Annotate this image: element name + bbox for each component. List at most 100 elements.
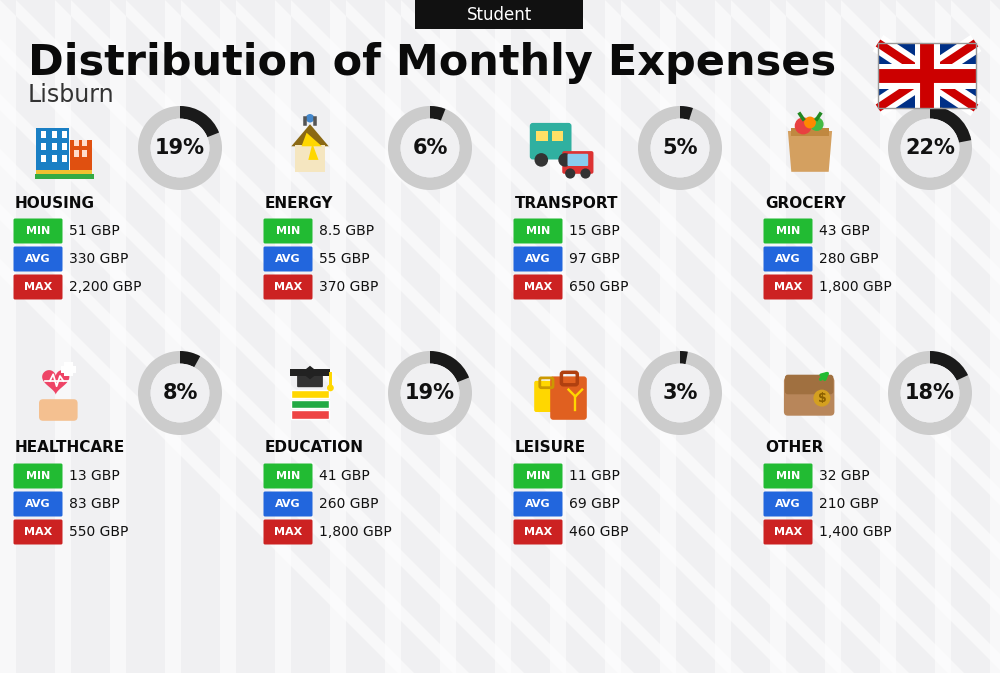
Circle shape [151, 363, 209, 423]
Circle shape [151, 118, 209, 178]
Text: MAX: MAX [524, 527, 552, 537]
FancyBboxPatch shape [14, 464, 62, 489]
Text: 370 GBP: 370 GBP [319, 280, 378, 294]
Bar [536, 131, 548, 141]
Text: MAX: MAX [274, 282, 302, 292]
FancyBboxPatch shape [785, 375, 833, 394]
Circle shape [795, 117, 812, 135]
Text: Student: Student [466, 5, 532, 24]
Text: MIN: MIN [776, 471, 800, 481]
Text: 1,800 GBP: 1,800 GBP [819, 280, 892, 294]
Text: 83 GBP: 83 GBP [69, 497, 120, 511]
Wedge shape [680, 351, 688, 364]
Text: 8.5 GBP: 8.5 GBP [319, 224, 374, 238]
FancyBboxPatch shape [291, 400, 329, 409]
Text: AVG: AVG [525, 499, 551, 509]
Text: 11 GBP: 11 GBP [569, 469, 620, 483]
FancyBboxPatch shape [297, 374, 323, 387]
Text: MAX: MAX [24, 282, 52, 292]
Text: 3%: 3% [662, 383, 698, 403]
Circle shape [651, 363, 709, 423]
Text: MIN: MIN [26, 226, 50, 236]
Polygon shape [302, 366, 318, 380]
Bar [74, 139, 79, 146]
Text: 22%: 22% [905, 138, 955, 158]
Circle shape [327, 384, 334, 391]
FancyBboxPatch shape [291, 410, 329, 419]
Circle shape [901, 363, 959, 423]
Circle shape [565, 168, 575, 178]
Wedge shape [930, 351, 968, 380]
Text: AVG: AVG [25, 499, 51, 509]
FancyBboxPatch shape [14, 491, 62, 516]
Bar [82, 139, 87, 146]
Text: ENERGY: ENERGY [265, 195, 334, 211]
Circle shape [651, 118, 709, 178]
Text: OTHER: OTHER [765, 441, 823, 456]
Text: AVG: AVG [275, 499, 301, 509]
Text: AVG: AVG [525, 254, 551, 264]
Bar [52, 143, 57, 149]
Polygon shape [302, 133, 322, 160]
Text: Distribution of Monthly Expenses: Distribution of Monthly Expenses [28, 42, 836, 84]
Wedge shape [430, 351, 469, 382]
Bar [52, 155, 57, 162]
FancyBboxPatch shape [764, 520, 812, 544]
FancyBboxPatch shape [784, 377, 834, 416]
Text: Lisburn: Lisburn [28, 83, 115, 107]
FancyBboxPatch shape [14, 219, 62, 244]
Text: 210 GBP: 210 GBP [819, 497, 879, 511]
Circle shape [306, 114, 314, 122]
Wedge shape [888, 351, 972, 435]
FancyBboxPatch shape [514, 464, 562, 489]
Bar [62, 143, 67, 149]
Wedge shape [930, 106, 971, 143]
Text: AVG: AVG [25, 254, 51, 264]
Polygon shape [291, 125, 329, 146]
Text: 51 GBP: 51 GBP [69, 224, 120, 238]
Text: MIN: MIN [526, 226, 550, 236]
Bar [62, 155, 67, 162]
Text: 15 GBP: 15 GBP [569, 224, 620, 238]
Text: 97 GBP: 97 GBP [569, 252, 620, 266]
Bar [61, 366, 76, 373]
FancyBboxPatch shape [415, 0, 583, 29]
Text: 19%: 19% [405, 383, 455, 403]
Bar [64, 362, 73, 376]
FancyBboxPatch shape [514, 520, 562, 544]
Wedge shape [388, 351, 472, 435]
Text: MIN: MIN [526, 471, 550, 481]
Text: HEALTHCARE: HEALTHCARE [15, 441, 125, 456]
Text: TRANSPORT: TRANSPORT [515, 195, 618, 211]
Wedge shape [388, 106, 472, 190]
Text: 260 GBP: 260 GBP [319, 497, 378, 511]
Text: AVG: AVG [775, 254, 801, 264]
Circle shape [804, 116, 816, 129]
Text: 1,400 GBP: 1,400 GBP [819, 525, 892, 539]
Bar [74, 149, 79, 157]
FancyBboxPatch shape [550, 376, 587, 420]
Circle shape [401, 363, 459, 423]
Text: 6%: 6% [412, 138, 448, 158]
FancyBboxPatch shape [264, 464, 312, 489]
Circle shape [810, 117, 824, 131]
Bar [878, 43, 976, 108]
FancyBboxPatch shape [534, 381, 560, 412]
FancyBboxPatch shape [764, 246, 812, 271]
Text: 32 GBP: 32 GBP [819, 469, 870, 483]
Text: 1,800 GBP: 1,800 GBP [319, 525, 392, 539]
Text: MAX: MAX [274, 527, 302, 537]
Wedge shape [180, 351, 200, 367]
Text: 8%: 8% [162, 383, 198, 403]
Bar [36, 128, 68, 172]
Text: 280 GBP: 280 GBP [819, 252, 879, 266]
Bar [295, 145, 325, 172]
FancyBboxPatch shape [264, 520, 312, 544]
Text: 330 GBP: 330 GBP [69, 252, 128, 266]
Text: 5%: 5% [662, 138, 698, 158]
FancyBboxPatch shape [264, 491, 312, 516]
Text: 2,200 GBP: 2,200 GBP [69, 280, 142, 294]
Text: MIN: MIN [26, 471, 50, 481]
Text: MAX: MAX [774, 282, 802, 292]
Text: 41 GBP: 41 GBP [319, 469, 370, 483]
